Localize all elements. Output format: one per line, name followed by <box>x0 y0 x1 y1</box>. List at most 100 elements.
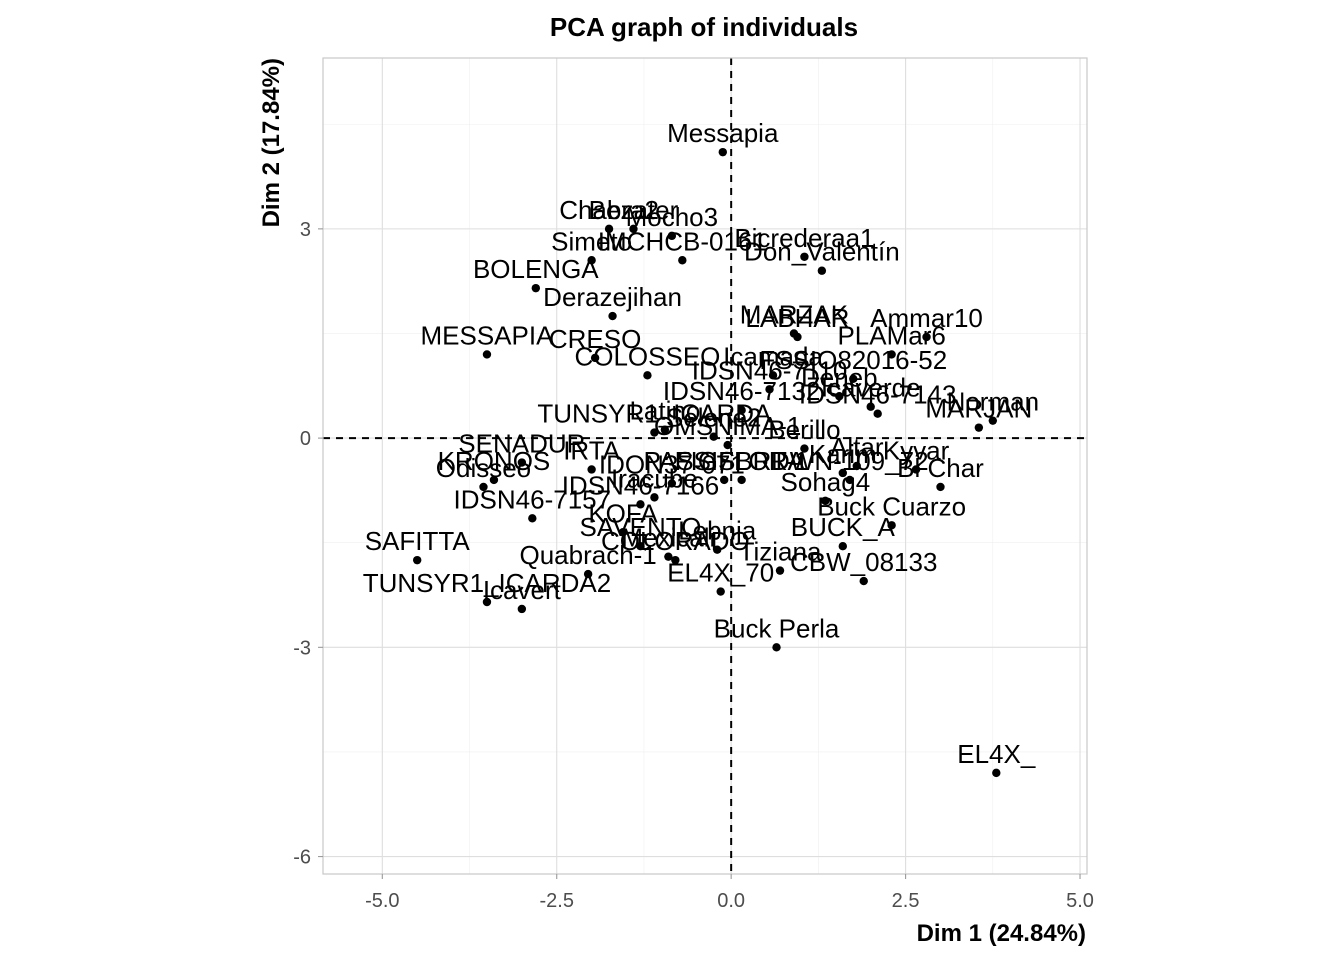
data-point <box>650 428 659 437</box>
data-point-label: MARJAN <box>925 394 1032 424</box>
data-point-label: FSSIO82016-52 <box>759 345 947 375</box>
y-tick-label: -6 <box>293 847 311 869</box>
data-point-label: TUNSYR1_ICARDA <box>537 399 772 429</box>
data-point-label: Tiziana <box>739 537 822 567</box>
data-point-label: Icaverde <box>821 373 921 403</box>
x-tick-label: 2.5 <box>892 890 920 912</box>
data-point-label: Mexicali <box>621 523 715 553</box>
data-point-label: IRTA <box>563 435 620 465</box>
x-tick-label: 5.0 <box>1066 890 1094 912</box>
data-point-label: Bicrederaa1 <box>734 223 874 253</box>
data-point-label: PLAMar6 <box>837 320 945 350</box>
data-point <box>587 256 596 265</box>
data-point-label: IDSN46-7166 <box>562 470 720 500</box>
data-point <box>716 587 725 596</box>
data-point <box>479 482 488 492</box>
data-point <box>992 768 1001 778</box>
data-point-label: Chabra2 <box>559 195 659 225</box>
data-point <box>583 569 593 579</box>
data-point-label: BOLENGA <box>473 254 599 284</box>
data-point <box>821 496 830 506</box>
data-point <box>667 231 677 241</box>
data-point-label: Icavert <box>483 575 562 605</box>
data-point-label: IDSN46-7157 <box>454 484 612 514</box>
data-point-label: TUNSYR1_ICARDA2 <box>363 568 612 598</box>
data-point-label: FIGSBRT-1 <box>675 446 809 476</box>
data-point-label: KRONOS <box>438 446 551 476</box>
data-point-label: MARZAK <box>740 299 849 329</box>
data-point <box>800 252 809 261</box>
x-tick-label: -5.0 <box>365 890 399 912</box>
data-point-label: Norman <box>947 387 1039 417</box>
data-point <box>988 416 998 425</box>
data-point-label: IDSN46-7110 <box>692 355 848 385</box>
data-point-label: SAFITTA <box>365 526 471 556</box>
data-point-label: COLOSSEO <box>574 341 720 371</box>
data-point <box>866 402 875 411</box>
data-point <box>629 224 638 234</box>
data-point-label: Kyvar <box>883 435 950 465</box>
data-point-label: Sohag4 <box>781 467 871 497</box>
data-point <box>650 493 659 502</box>
data-point <box>660 425 670 434</box>
data-point <box>852 461 861 471</box>
data-point <box>723 440 732 450</box>
data-point-label: Quabrach-1 <box>519 540 656 570</box>
data-point-label: SENADUR <box>458 429 585 459</box>
data-point <box>974 423 984 432</box>
data-point <box>608 311 617 321</box>
data-point <box>713 545 722 554</box>
data-point-label: Ammar10 <box>870 303 983 333</box>
data-points <box>412 147 1001 778</box>
data-point-label: Iracube <box>611 463 698 493</box>
data-point <box>718 147 727 157</box>
data-point-label: Latino <box>629 396 700 426</box>
data-point-label: Altar <box>830 432 884 462</box>
data-point <box>678 256 687 265</box>
data-point <box>643 371 652 380</box>
data-point <box>835 392 844 401</box>
data-point <box>482 350 492 359</box>
data-point-label: Buck Cuarzo <box>817 491 966 521</box>
data-point-label: Derazejihan <box>543 282 682 312</box>
data-point <box>768 371 778 380</box>
data-point-label: Odisseo <box>436 453 531 483</box>
data-point-label: IDSN46-7132 <box>663 376 821 406</box>
data-point <box>838 468 847 478</box>
data-point <box>531 283 541 293</box>
data-point-label: Bezater <box>589 195 679 225</box>
data-point-label: Berillo <box>768 415 840 445</box>
data-point <box>412 555 422 565</box>
x-axis-title: Dim 1 (24.84%) <box>917 920 1086 947</box>
y-axis-title: Dim 2 (17.84%) <box>258 58 285 227</box>
data-point-label: MESSAPIA <box>420 320 554 350</box>
data-point-label: Icamada <box>723 341 823 371</box>
data-point <box>800 444 809 453</box>
data-point-label: BUCK_A <box>791 512 896 542</box>
reference-lines <box>323 58 1087 874</box>
data-point <box>667 479 677 488</box>
data-point-label: Mocho3 <box>626 202 719 232</box>
data-point <box>849 374 858 384</box>
data-point <box>817 266 827 275</box>
data-point-label: Karim <box>809 439 877 469</box>
panel-border <box>322 57 1088 875</box>
data-point-label: Deneb <box>801 362 878 392</box>
data-point-label: KOFA <box>588 498 658 528</box>
data-point <box>737 406 746 415</box>
data-point-label: COLORADO <box>601 526 750 556</box>
data-point-label: IDSN46-7143 <box>799 380 957 410</box>
data-point-label: Messapia <box>667 118 779 148</box>
axis-ticks: -5.0 -2.5 0.0 2.5 5.0 -6 -3 0 3 <box>293 219 1094 912</box>
data-point <box>528 514 537 523</box>
data-point <box>664 552 673 561</box>
data-point <box>671 555 680 565</box>
data-point <box>793 332 802 342</box>
data-point-label: EL4X_ <box>957 739 1036 769</box>
data-point-label: Don_Valentín <box>744 237 900 267</box>
data-point <box>489 475 499 485</box>
data-point <box>618 528 628 537</box>
data-point <box>719 475 729 485</box>
data-point <box>587 465 596 474</box>
